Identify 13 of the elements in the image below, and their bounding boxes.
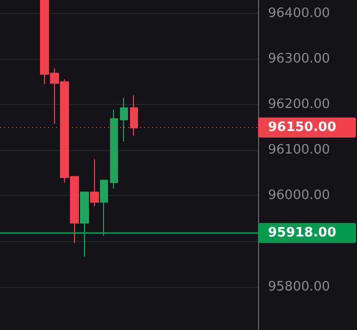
candlestick <box>80 192 89 258</box>
ref-line-label: 95918.00 <box>268 226 336 241</box>
y-tick-label: 96000.00 <box>268 188 330 204</box>
y-tick-label: 96100.00 <box>268 142 330 158</box>
candlestick <box>110 109 118 189</box>
candlestick <box>120 97 128 142</box>
candlestick <box>90 158 99 207</box>
y-tick-label: 96400.00 <box>268 6 330 22</box>
ref-line-label: 96150.00 <box>268 120 336 135</box>
y-tick-label: 96300.00 <box>268 52 330 67</box>
y-tick-label: 95800.00 <box>268 279 330 294</box>
candlestick <box>100 180 108 236</box>
y-tick-label: 96200.00 <box>268 97 330 112</box>
